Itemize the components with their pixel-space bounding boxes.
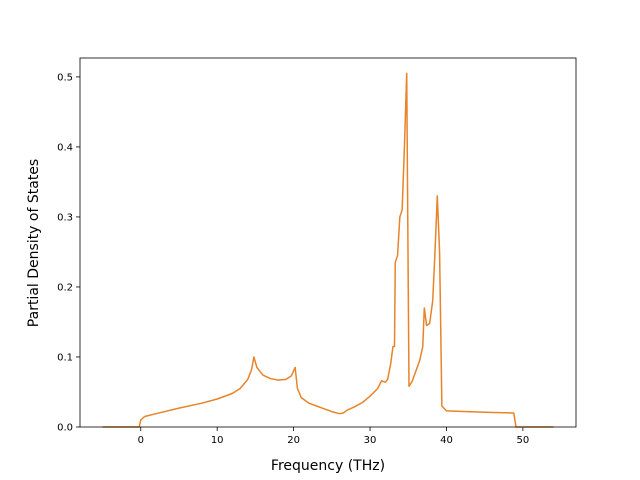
y-tick-label: 0.1: [57, 352, 73, 363]
y-tick-label: 0.4: [57, 142, 73, 153]
x-axis-label: Frequency (THz): [271, 458, 385, 474]
line-series: [102, 72, 554, 428]
y-tick-label: 0.3: [57, 212, 73, 223]
x-tick-label: 0: [138, 435, 144, 446]
y-tick-label: 0.2: [57, 282, 73, 293]
y-axis-label: Partial Density of States: [26, 159, 42, 327]
plot-frame: [79, 57, 577, 428]
x-tick-label: 30: [364, 435, 377, 446]
x-tick-label: 50: [517, 435, 530, 446]
y-tick-label: 0.0: [57, 423, 73, 434]
y-tick-label: 0.5: [57, 72, 73, 83]
x-tick-label: 20: [287, 435, 300, 446]
x-tick-label: 40: [440, 435, 453, 446]
x-tick-label: 10: [211, 435, 224, 446]
